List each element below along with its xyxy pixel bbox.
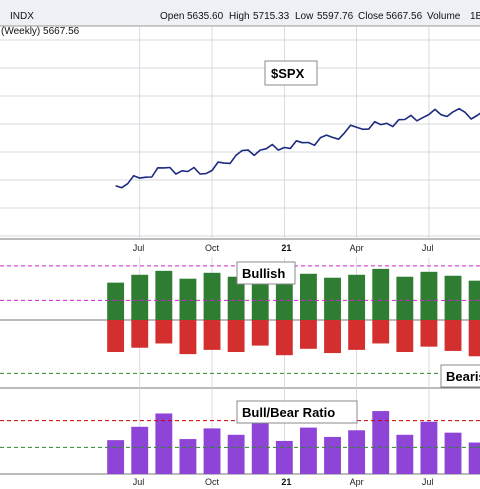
- bearish-bar: [468, 320, 480, 357]
- bearish-bar: [107, 320, 125, 352]
- bullish-bar: [107, 282, 125, 320]
- x-tick-label: Apr: [350, 243, 364, 253]
- bearish-bar: [348, 320, 366, 350]
- open-label: Open: [160, 11, 184, 22]
- date-axes: JulJulOctOct2121AprAprJulJulOctOct2222Ap…: [133, 243, 434, 487]
- bearish-bar: [131, 320, 149, 348]
- bullish-bars: [107, 268, 480, 320]
- bearish-label: Bearish: [446, 369, 480, 384]
- ratio-bar: [420, 421, 438, 474]
- bullish-bar: [227, 276, 245, 320]
- x-tick-label: Jul: [422, 243, 434, 253]
- ratio-label: Bull/Bear Ratio: [242, 405, 335, 420]
- bearish-bar: [155, 320, 173, 344]
- bearish-bar: [251, 320, 269, 346]
- x-tick-label: 21: [281, 243, 291, 253]
- x-tick-label: 21: [281, 477, 291, 487]
- price-panel: [115, 107, 480, 189]
- volume-label: Volume: [427, 11, 461, 22]
- bullish-bar: [203, 272, 221, 320]
- bearish-bar: [444, 320, 462, 351]
- ratio-bar: [107, 440, 125, 474]
- bullish-bar: [299, 273, 317, 320]
- bullish-bar: [131, 274, 149, 320]
- spx-label: $SPX: [271, 66, 305, 81]
- low-label: Low: [295, 11, 314, 22]
- bearish-bar: [179, 320, 197, 355]
- axis-band-top: [0, 239, 480, 257]
- close-label: Close: [358, 11, 384, 22]
- header-bar: INDX Open 5635.60 High 5715.33 Low 5597.…: [1, 11, 480, 37]
- x-tick-label: Apr: [350, 477, 364, 487]
- ratio-bar: [348, 430, 366, 474]
- bullish-bar: [420, 271, 438, 320]
- bearish-bar: [396, 320, 414, 352]
- bullish-bar: [155, 270, 173, 320]
- bullish-bar: [324, 277, 341, 320]
- x-tick-label: Jul: [422, 477, 434, 487]
- bearish-bars: [107, 320, 480, 357]
- ratio-bar: [468, 442, 480, 474]
- series-label: (Weekly) 5667.56: [1, 26, 80, 37]
- bullish-label: Bullish: [242, 266, 285, 281]
- bullish-bar: [468, 280, 480, 320]
- bearish-bar: [227, 320, 245, 352]
- high-label: High: [229, 11, 250, 22]
- bearish-label-box: Bearish: [440, 364, 480, 388]
- bearish-bar: [324, 320, 341, 354]
- bullish-bar: [396, 276, 414, 320]
- volume-value: 1B: [470, 11, 480, 22]
- ratio-bar: [444, 432, 462, 474]
- header-background: [0, 0, 480, 26]
- ratio-bar: [324, 436, 341, 474]
- bullish-bar: [179, 278, 197, 320]
- low-value: 5597.76: [317, 11, 354, 22]
- symbol-label: INDX: [10, 11, 34, 22]
- bullish-bar: [372, 268, 390, 320]
- ratio-bar: [227, 434, 245, 474]
- open-value: 5635.60: [187, 11, 224, 22]
- x-tick-label: Oct: [205, 243, 220, 253]
- x-tick-label: Jul: [133, 243, 145, 253]
- bearish-bar: [275, 320, 293, 356]
- ratio-bar: [396, 434, 414, 474]
- bullish-bar: [444, 275, 462, 320]
- bearish-bar: [420, 320, 438, 347]
- spx-label-box: $SPX: [264, 60, 318, 86]
- bullish-bar: [275, 279, 293, 320]
- ratio-bar: [372, 411, 390, 474]
- close-value: 5667.56: [386, 11, 423, 22]
- ratio-bar: [299, 427, 317, 474]
- ratio-bar: [131, 426, 149, 474]
- bullish-bar: [348, 274, 366, 320]
- ratio-bar: [203, 428, 221, 474]
- bearish-bar: [372, 320, 390, 344]
- spx-price-line: [115, 107, 480, 189]
- x-tick-label: Oct: [205, 477, 220, 487]
- ratio-bar: [155, 413, 173, 474]
- bearish-bar: [203, 320, 221, 350]
- ratio-bar: [251, 418, 269, 474]
- axis-band-bottom: [0, 474, 480, 489]
- x-tick-label: Jul: [133, 477, 145, 487]
- ratio-bar: [275, 440, 293, 474]
- bullish-label-box: Bullish: [236, 261, 296, 285]
- ratio-bar: [179, 439, 197, 474]
- high-value: 5715.33: [253, 11, 290, 22]
- bearish-bar: [299, 320, 317, 349]
- ratio-label-box: Bull/Bear Ratio: [236, 400, 358, 424]
